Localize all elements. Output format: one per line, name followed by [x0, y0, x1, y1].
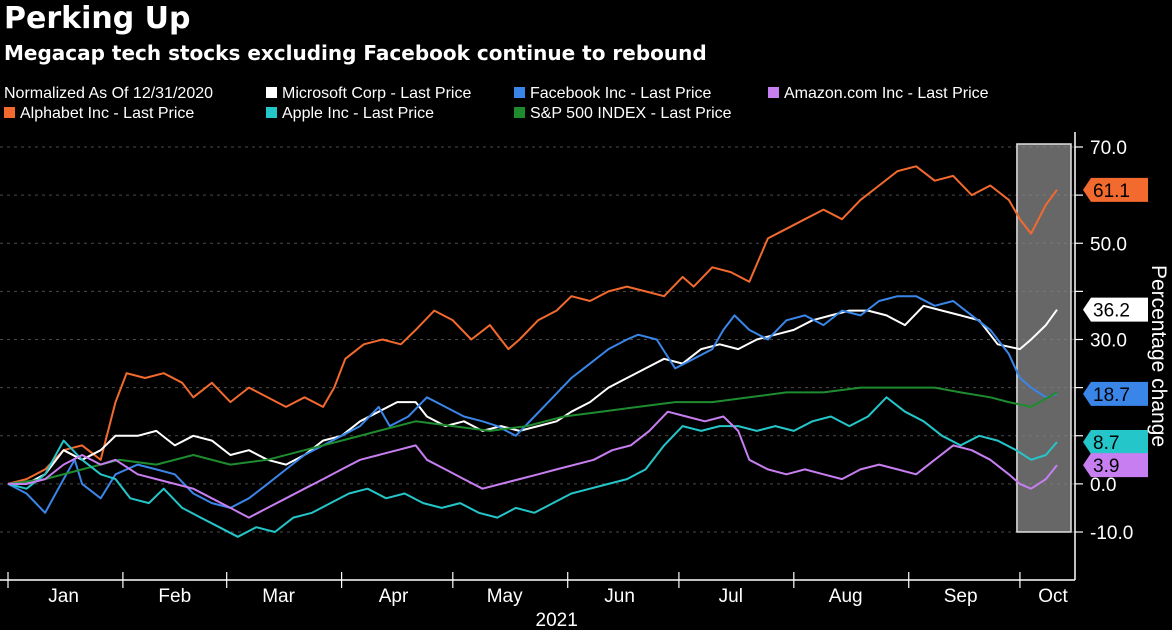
- y-tick-label: 30.0: [1090, 331, 1127, 352]
- end-label-tag: [1083, 177, 1148, 202]
- series-line-3: [7, 386, 1058, 485]
- series-layer: [7, 165, 1058, 538]
- x-tick-label: Aug: [829, 586, 863, 607]
- series-line-4: [7, 396, 1058, 538]
- legend-swatch-amazon: [768, 87, 779, 98]
- x-tick-label: Feb: [158, 586, 191, 607]
- legend-swatch-alphabet: [4, 107, 15, 118]
- legend-label-microsoft: Microsoft Corp - Last Price: [282, 85, 472, 102]
- end-value-labels: 61.1 36.2 18.7 8.73.9: [1083, 177, 1148, 478]
- legend-swatch-apple: [266, 107, 277, 118]
- chart-subtitle: Megacap tech stocks excluding Facebook c…: [4, 41, 707, 65]
- series-line-1: [8, 304, 1058, 485]
- y-axis-title: Percentage change: [1147, 265, 1170, 447]
- y-axis: 70.0 50.0 30.0 0.0 -10.0: [1075, 138, 1133, 544]
- legend-label-amazon: Amazon.com Inc - Last Price: [784, 85, 989, 102]
- end-label-value: 8.7: [1093, 433, 1119, 454]
- x-tick-label: Apr: [379, 586, 409, 607]
- legend-label-apple: Apple Inc - Last Price: [282, 105, 435, 122]
- legend: Normalized As Of 12/31/2020 Microsoft Co…: [4, 84, 1104, 126]
- legend-item-apple: Apple Inc - Last Price: [266, 104, 434, 124]
- legend-label-alphabet: Alphabet Inc - Last Price: [20, 105, 195, 122]
- legend-swatch-facebook: [514, 87, 525, 98]
- end-label-value: 3.9: [1093, 456, 1119, 477]
- legend-swatch-microsoft: [266, 87, 277, 98]
- legend-normalized-note: Normalized As Of 12/31/2020: [4, 85, 214, 102]
- series-line-5: [8, 410, 1058, 519]
- x-axis-year-label: 2021: [536, 610, 578, 630]
- y-tick-label: 0.0: [1090, 475, 1116, 496]
- end-label-tag: [1083, 381, 1148, 406]
- legend-label-facebook: Facebook Inc - Last Price: [530, 85, 712, 102]
- y-tick-label: -10.0: [1090, 523, 1133, 544]
- series-line-0: [7, 165, 1058, 485]
- series-line-2: [7, 295, 1058, 514]
- x-tick-label: Mar: [262, 586, 295, 607]
- legend-item-facebook: Facebook Inc - Last Price: [514, 84, 711, 104]
- end-label-tag: [1083, 430, 1148, 455]
- x-axis: Jan Feb Mar Apr May Jun Jul Aug Sep Oct: [7, 572, 1068, 607]
- end-label-value: 61.1: [1093, 181, 1130, 202]
- x-tick-label: Oct: [1038, 586, 1068, 607]
- x-tick-label: May: [487, 586, 523, 607]
- x-tick-label: Jun: [604, 586, 635, 607]
- end-label-value: 18.7: [1093, 385, 1130, 406]
- legend-label-sp500: S&P 500 INDEX - Last Price: [530, 105, 732, 122]
- legend-item-sp500: S&P 500 INDEX - Last Price: [514, 104, 732, 124]
- end-label-value: 36.2: [1093, 301, 1130, 322]
- legend-item-amazon: Amazon.com Inc - Last Price: [768, 84, 989, 104]
- x-tick-label: Sep: [944, 586, 978, 607]
- legend-item-microsoft: Microsoft Corp - Last Price: [266, 84, 471, 104]
- legend-swatch-sp500: [514, 107, 525, 118]
- chart-title: Perking Up: [4, 1, 191, 36]
- y-tick-label: 50.0: [1090, 234, 1127, 255]
- legend-item-alphabet: Alphabet Inc - Last Price: [4, 104, 194, 124]
- end-label-tag: [1083, 453, 1148, 478]
- x-tick-label: Jul: [719, 586, 743, 607]
- y-tick-label: 70.0: [1090, 138, 1127, 159]
- x-tick-label: Jan: [48, 586, 79, 607]
- end-label-tag: [1083, 297, 1148, 322]
- highlight-region: [1016, 143, 1072, 533]
